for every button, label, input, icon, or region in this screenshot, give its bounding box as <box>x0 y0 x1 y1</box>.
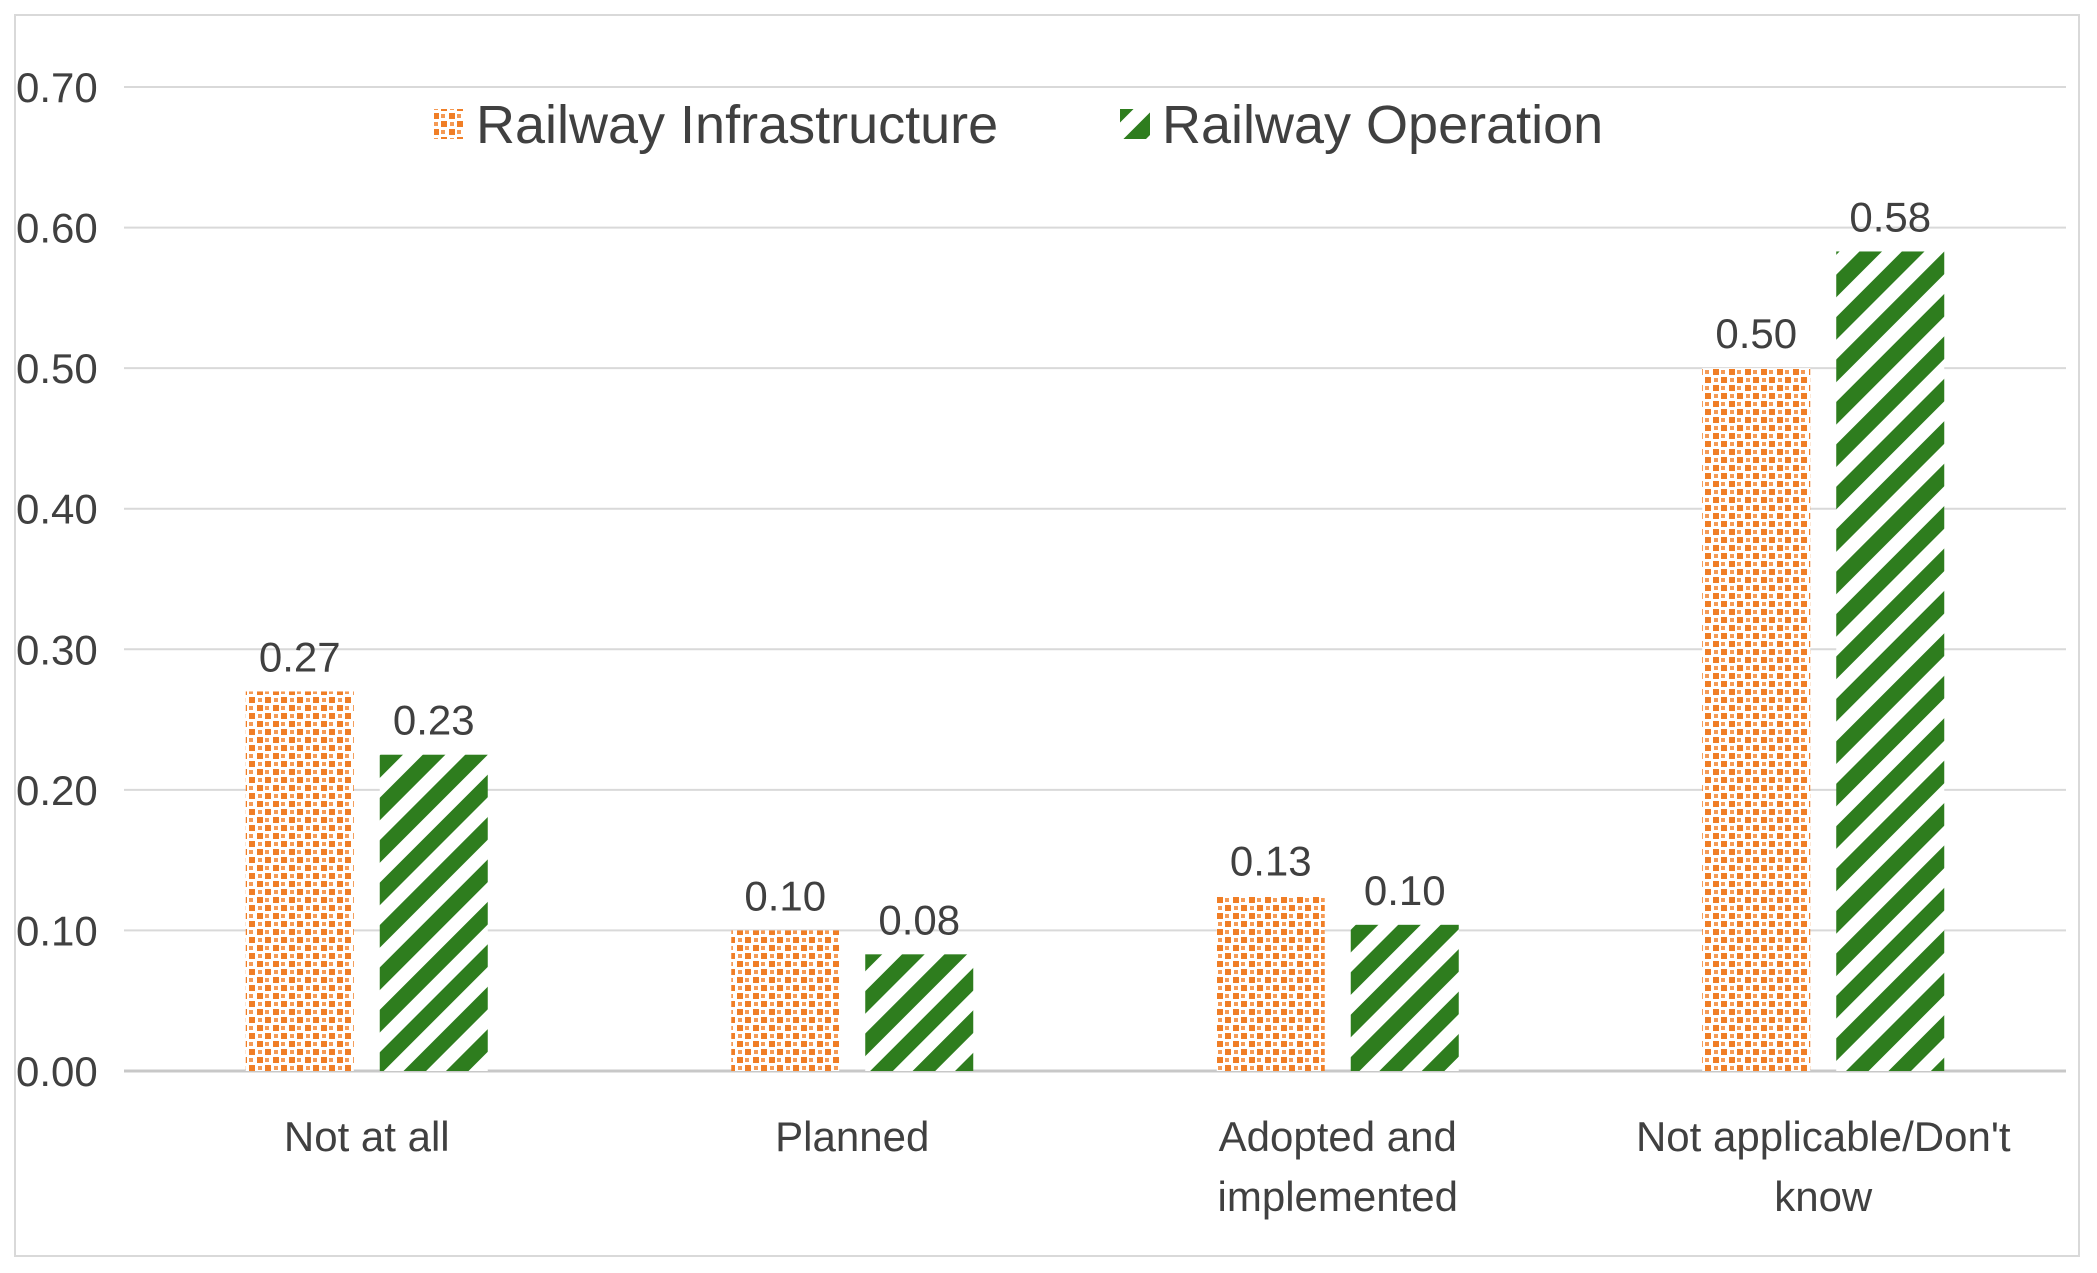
legend: Railway Infrastructure Railway Operation <box>434 95 1603 155</box>
y-tick-label: 0.50 <box>16 345 98 392</box>
x-category-label: implemented <box>1218 1173 1458 1220</box>
bar-operation <box>1836 251 1945 1071</box>
bar-infrastructure <box>1216 895 1325 1071</box>
data-label: 0.10 <box>1364 867 1446 914</box>
data-label: 0.10 <box>744 872 826 919</box>
y-tick-label: 0.40 <box>16 486 98 533</box>
data-label: 0.50 <box>1715 310 1797 357</box>
x-category-label: Not applicable/Don't <box>1636 1113 2011 1160</box>
bar-operation <box>379 754 488 1071</box>
legend-swatch <box>434 109 464 139</box>
bar-chart: 0.000.100.200.300.400.500.600.70 0.270.2… <box>16 64 2066 1220</box>
y-tick-label: 0.30 <box>16 626 98 673</box>
legend-swatch <box>1120 109 1150 139</box>
data-label: 0.08 <box>878 896 960 943</box>
legend-label: Railway Infrastructure <box>476 95 998 155</box>
x-category-label: know <box>1774 1173 1873 1220</box>
y-axis-ticks: 0.00 0.10 0.20 0.30 0.40 0.50 0.60 0.70 <box>16 64 98 1095</box>
bar-infrastructure <box>1702 368 1811 1072</box>
bar-operation <box>865 954 974 1071</box>
x-category-label: Not at all <box>284 1113 450 1160</box>
data-labels: 0.27 0.23 0.10 0.08 0.13 0.10 0.50 0.58 <box>259 193 1931 943</box>
y-tick-label: 0.60 <box>16 205 98 252</box>
legend-label: Railway Operation <box>1162 95 1603 155</box>
y-tick-label: 0.00 <box>16 1048 98 1095</box>
data-label: 0.27 <box>259 633 341 680</box>
y-tick-label: 0.10 <box>16 907 98 954</box>
y-tick-label: 0.20 <box>16 767 98 814</box>
y-tick-label: 0.70 <box>16 64 98 111</box>
bar-infrastructure <box>731 930 840 1071</box>
bars <box>245 251 1945 1072</box>
bar-operation <box>1350 924 1459 1071</box>
bar-infrastructure <box>245 691 354 1071</box>
data-label: 0.23 <box>393 697 475 744</box>
data-label: 0.58 <box>1849 193 1931 240</box>
x-category-label: Planned <box>775 1113 929 1160</box>
x-axis-categories: Not at all Planned Adopted and implemented N… <box>284 1113 2011 1220</box>
data-label: 0.13 <box>1230 837 1312 884</box>
chart-frame: 0.00 0.10 0.20 0.30 0.40 0.50 0.60 0.70 0.27 0.2… <box>14 14 2080 1257</box>
x-category-label: Adopted and <box>1219 1113 1457 1160</box>
